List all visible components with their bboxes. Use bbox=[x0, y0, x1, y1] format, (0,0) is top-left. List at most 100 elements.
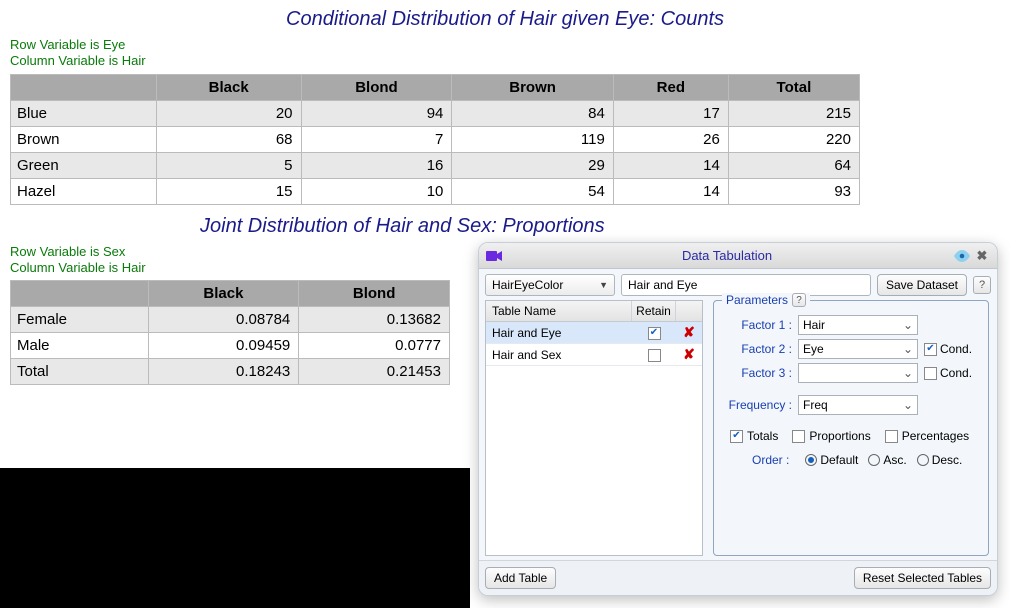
order-label: Order : bbox=[752, 453, 789, 467]
tablelist-row[interactable]: Hair and Sex ✘ bbox=[486, 344, 702, 366]
row-label: Female bbox=[11, 307, 149, 333]
table2-col: Blond bbox=[299, 281, 450, 307]
page-dark-region bbox=[0, 468, 470, 608]
cell: 220 bbox=[728, 126, 859, 152]
factor2-select[interactable]: Eye bbox=[798, 339, 918, 359]
cell: 29 bbox=[452, 152, 613, 178]
table-row: Green 5 16 29 14 64 bbox=[11, 152, 860, 178]
cell: 93 bbox=[728, 178, 859, 204]
proportions-label: Proportions bbox=[809, 429, 870, 443]
factor3-select[interactable] bbox=[798, 363, 918, 383]
factor1-label: Factor 1 : bbox=[722, 318, 792, 332]
cell: 119 bbox=[452, 126, 613, 152]
tablelist-hdr-name: Table Name bbox=[486, 301, 632, 321]
dataset-select[interactable]: HairEyeColor bbox=[485, 274, 615, 296]
camera-icon[interactable] bbox=[485, 249, 503, 263]
cond-label: Cond. bbox=[940, 342, 972, 356]
tablelist-row-name: Hair and Sex bbox=[486, 348, 632, 362]
cell: 15 bbox=[156, 178, 301, 204]
table-row: Blue 20 94 84 17 215 bbox=[11, 100, 860, 126]
percentages-label: Percentages bbox=[902, 429, 969, 443]
factor1-select[interactable]: Hair bbox=[798, 315, 918, 335]
eye-icon[interactable] bbox=[953, 247, 971, 265]
table1-col: Brown bbox=[452, 74, 613, 100]
tablelist-hdr-delete bbox=[676, 301, 702, 321]
data-tabulation-dialog: Data Tabulation ✖ HairEyeColor Hair and … bbox=[478, 242, 998, 596]
dataset-select-value: HairEyeColor bbox=[492, 278, 563, 292]
row-label: Green bbox=[11, 152, 157, 178]
order-default-radio[interactable] bbox=[805, 454, 817, 466]
frequency-value: Freq bbox=[803, 398, 828, 412]
table-row: Female 0.08784 0.13682 bbox=[11, 307, 450, 333]
reset-tables-button[interactable]: Reset Selected Tables bbox=[854, 567, 991, 589]
table-row: Brown 68 7 119 26 220 bbox=[11, 126, 860, 152]
row-label: Hazel bbox=[11, 178, 157, 204]
percentages-checkbox[interactable] bbox=[885, 430, 898, 443]
cell: 5 bbox=[156, 152, 301, 178]
add-table-button[interactable]: Add Table bbox=[485, 567, 556, 589]
cell: 20 bbox=[156, 100, 301, 126]
table2: Black Blond Female 0.08784 0.13682 Male … bbox=[10, 280, 450, 385]
cell: 68 bbox=[156, 126, 301, 152]
help-button[interactable]: ? bbox=[973, 276, 991, 294]
frequency-select[interactable]: Freq bbox=[798, 395, 918, 415]
tablelist-row[interactable]: Hair and Eye ✘ bbox=[486, 322, 702, 344]
order-desc-label: Desc. bbox=[932, 453, 963, 467]
table-row: Hazel 15 10 54 14 93 bbox=[11, 178, 860, 204]
table1-col: Red bbox=[613, 74, 728, 100]
table1-title: Conditional Distribution of Hair given E… bbox=[0, 8, 1010, 31]
cell: 0.08784 bbox=[148, 307, 299, 333]
factor2-value: Eye bbox=[803, 342, 824, 356]
cell: 14 bbox=[613, 178, 728, 204]
table1: Black Blond Brown Red Total Blue 20 94 8… bbox=[10, 74, 860, 205]
cell: 16 bbox=[301, 152, 452, 178]
cell: 215 bbox=[728, 100, 859, 126]
table1-col: Black bbox=[156, 74, 301, 100]
cell: 0.21453 bbox=[299, 359, 450, 385]
factor2-cond-checkbox[interactable] bbox=[924, 343, 937, 356]
table2-corner bbox=[11, 281, 149, 307]
cell: 14 bbox=[613, 152, 728, 178]
table-list: Table Name Retain Hair and Eye ✘ Hair an… bbox=[485, 300, 703, 556]
cell: 0.13682 bbox=[299, 307, 450, 333]
order-desc-radio[interactable] bbox=[917, 454, 929, 466]
factor3-label: Factor 3 : bbox=[722, 366, 792, 380]
parameters-help-button[interactable]: ? bbox=[792, 293, 806, 307]
frequency-label: Frequency : bbox=[722, 398, 792, 412]
retain-checkbox[interactable] bbox=[648, 349, 661, 362]
cell: 0.09459 bbox=[148, 333, 299, 359]
row-label: Total bbox=[11, 359, 149, 385]
dialog-title: Data Tabulation bbox=[503, 248, 951, 263]
cell: 26 bbox=[613, 126, 728, 152]
parameters-legend: Parameters bbox=[726, 293, 788, 307]
table-name-input-value: Hair and Eye bbox=[628, 278, 697, 292]
delete-row-icon[interactable]: ✘ bbox=[676, 346, 702, 363]
order-default-label: Default bbox=[820, 453, 858, 467]
cell: 84 bbox=[452, 100, 613, 126]
table2-col: Black bbox=[148, 281, 299, 307]
tablelist-hdr-retain: Retain bbox=[632, 301, 676, 321]
retain-checkbox[interactable] bbox=[648, 327, 661, 340]
delete-row-icon[interactable]: ✘ bbox=[676, 324, 702, 341]
factor3-cond-checkbox[interactable] bbox=[924, 367, 937, 380]
table1-col: Blond bbox=[301, 74, 452, 100]
dialog-titlebar[interactable]: Data Tabulation ✖ bbox=[479, 243, 997, 269]
row-label: Brown bbox=[11, 126, 157, 152]
cell: 64 bbox=[728, 152, 859, 178]
row-label: Male bbox=[11, 333, 149, 359]
proportions-checkbox[interactable] bbox=[792, 430, 805, 443]
save-dataset-button[interactable]: Save Dataset bbox=[877, 274, 967, 296]
table2-rowvar: Row Variable is Sex bbox=[10, 244, 125, 259]
row-label: Blue bbox=[11, 100, 157, 126]
cell: 10 bbox=[301, 178, 452, 204]
order-asc-radio[interactable] bbox=[868, 454, 880, 466]
cell: 54 bbox=[452, 178, 613, 204]
totals-checkbox[interactable] bbox=[730, 430, 743, 443]
totals-label: Totals bbox=[747, 429, 778, 443]
order-asc-label: Asc. bbox=[883, 453, 906, 467]
close-icon[interactable]: ✖ bbox=[973, 247, 991, 265]
cell: 0.0777 bbox=[299, 333, 450, 359]
tablelist-row-name: Hair and Eye bbox=[486, 326, 632, 340]
table2-colvar: Column Variable is Hair bbox=[10, 260, 146, 275]
table1-colvar: Column Variable is Hair bbox=[10, 53, 146, 68]
